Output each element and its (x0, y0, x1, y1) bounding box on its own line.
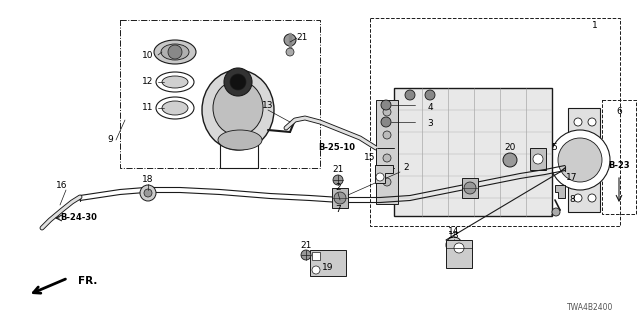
Circle shape (284, 34, 296, 46)
Circle shape (574, 118, 582, 126)
Text: 9: 9 (107, 135, 113, 145)
Circle shape (588, 118, 596, 126)
Circle shape (383, 178, 391, 186)
Circle shape (558, 138, 602, 182)
Circle shape (168, 45, 182, 59)
Text: 13: 13 (262, 100, 274, 109)
Circle shape (376, 173, 384, 181)
Bar (376, 100, 398, 204)
Circle shape (286, 48, 294, 56)
Bar (394, 88, 552, 216)
Circle shape (301, 250, 311, 260)
Text: 2: 2 (335, 183, 341, 193)
Circle shape (574, 194, 582, 202)
Ellipse shape (154, 40, 196, 64)
Circle shape (381, 117, 391, 127)
Text: TWA4B2400: TWA4B2400 (567, 303, 613, 313)
Circle shape (450, 241, 458, 249)
Bar (530, 148, 546, 170)
Bar (120, 20, 320, 168)
Bar (370, 18, 620, 226)
Bar (462, 178, 478, 198)
Text: 21: 21 (332, 165, 344, 174)
Text: 18: 18 (448, 230, 460, 239)
Circle shape (334, 192, 346, 204)
Circle shape (464, 182, 476, 194)
Text: 15: 15 (364, 154, 376, 163)
Circle shape (383, 154, 391, 162)
Bar (446, 240, 472, 268)
Bar (310, 250, 346, 276)
Text: B-24-30: B-24-30 (60, 213, 97, 222)
Bar (312, 252, 320, 260)
Text: 14: 14 (448, 228, 460, 236)
Circle shape (454, 243, 464, 253)
Text: B-25-10: B-25-10 (318, 143, 355, 153)
Ellipse shape (162, 101, 188, 115)
Ellipse shape (161, 44, 189, 60)
Ellipse shape (162, 76, 188, 88)
Text: FR.: FR. (78, 276, 97, 286)
Text: 12: 12 (142, 77, 154, 86)
Text: 20: 20 (504, 143, 516, 153)
Ellipse shape (218, 130, 262, 150)
Polygon shape (375, 165, 393, 183)
Circle shape (588, 194, 596, 202)
Text: 6: 6 (616, 108, 622, 116)
Circle shape (230, 74, 246, 90)
Text: 7: 7 (335, 205, 341, 214)
Circle shape (552, 208, 560, 216)
Circle shape (405, 90, 415, 100)
Circle shape (224, 68, 252, 96)
Text: 21: 21 (296, 34, 308, 43)
Polygon shape (568, 108, 600, 212)
Circle shape (383, 108, 391, 116)
Text: 17: 17 (566, 173, 578, 182)
Circle shape (140, 185, 156, 201)
Bar (602, 100, 636, 214)
Circle shape (550, 130, 610, 190)
Text: 5: 5 (551, 143, 557, 153)
Circle shape (333, 175, 343, 185)
Text: 19: 19 (323, 263, 333, 273)
Circle shape (446, 237, 462, 253)
Circle shape (144, 189, 152, 197)
Polygon shape (555, 185, 565, 198)
Text: 21: 21 (300, 241, 312, 250)
Text: 16: 16 (56, 180, 68, 189)
Text: 11: 11 (142, 103, 154, 113)
Circle shape (425, 90, 435, 100)
Ellipse shape (213, 81, 263, 135)
Circle shape (383, 131, 391, 139)
Circle shape (312, 266, 320, 274)
Text: 2: 2 (403, 164, 409, 172)
Circle shape (381, 100, 391, 110)
Text: B-23: B-23 (608, 161, 630, 170)
Text: 4: 4 (427, 102, 433, 111)
Circle shape (503, 153, 517, 167)
Bar (332, 188, 348, 208)
Text: 3: 3 (427, 119, 433, 129)
Text: 10: 10 (142, 51, 154, 60)
Text: 1: 1 (592, 20, 598, 29)
Ellipse shape (202, 70, 274, 150)
Circle shape (533, 154, 543, 164)
Text: 18: 18 (142, 175, 154, 185)
Text: 8: 8 (569, 196, 575, 204)
